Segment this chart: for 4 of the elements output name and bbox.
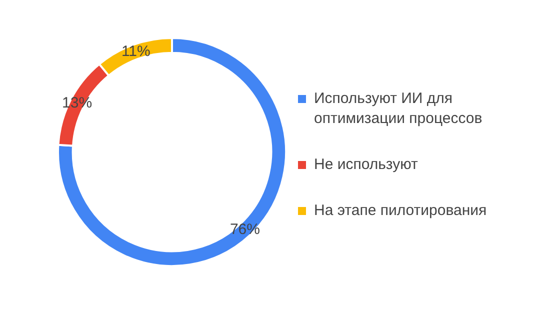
legend-label: Используют ИИ для оптимизации процессов — [314, 88, 484, 128]
legend-label: Не используют — [314, 154, 418, 174]
legend-label: На этапе пилотирования — [314, 200, 487, 220]
data-label: 11% — [121, 42, 150, 60]
